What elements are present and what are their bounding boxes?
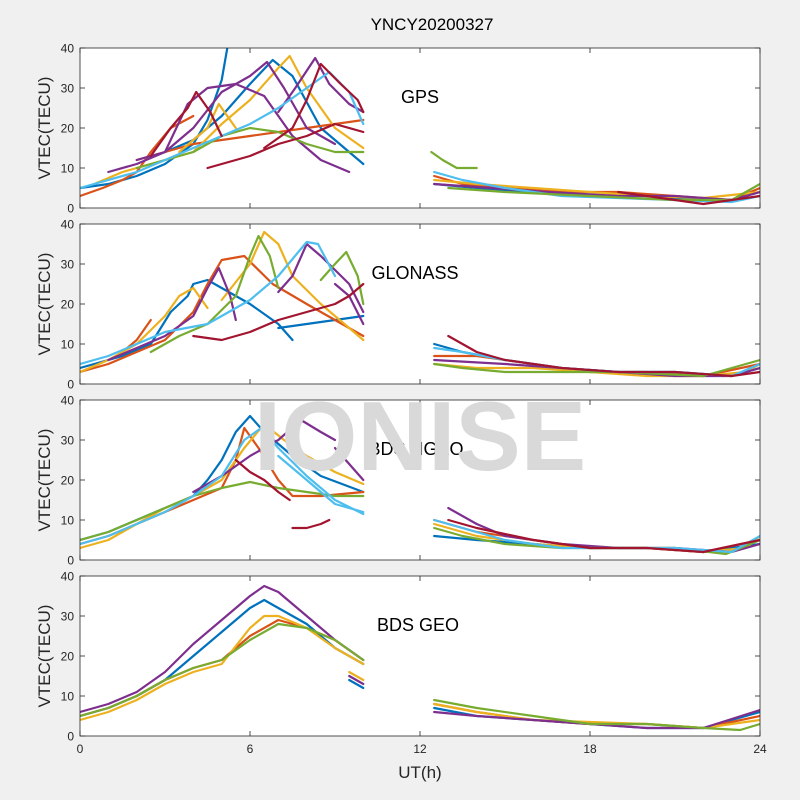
y-axis-label: VTEC(TECU) [35,253,54,356]
y-tick-label: 30 [61,258,75,272]
y-tick-label: 30 [61,82,75,96]
subplot-gps: 0 10 20 30 40 VTEC(TECU) GPS [35,42,761,216]
series-line-7 [348,674,365,686]
y-tick-label: 40 [61,394,75,408]
series-line-10 [149,234,280,354]
series-group [80,48,760,206]
series-line-8 [80,622,365,718]
y-tick-label: 0 [67,554,74,568]
series-line-7 [107,266,237,362]
y-tick-label: 0 [67,730,74,744]
series-line-20 [447,334,760,378]
series-line-13 [192,282,365,342]
y-tick-label: 20 [61,122,75,136]
subplot-bds-ngeo: 0 10 20 30 40 VTEC(TECU) BDS NGEO [35,394,761,568]
y-tick-label: 40 [61,218,75,232]
series-line-4 [135,118,365,162]
subplot-bds-geo: 0 10 20 30 40 0 6 12 18 24 VTEC(TECU) BDS GEO [35,570,767,757]
y-tick-label: 0 [67,378,74,392]
series-group [80,584,760,732]
plot-area [80,400,760,560]
series-line-6 [80,480,365,542]
series-group [80,230,760,378]
series-line-8 [277,454,365,514]
series-line-22 [617,190,760,206]
y-axis-label: VTEC(TECU) [35,429,54,532]
y-tick-label: 10 [61,690,75,704]
series-line-15 [263,62,365,150]
plot-area [80,224,760,384]
series-line-5 [333,446,365,482]
series-line-2 [348,678,365,690]
y-tick-label: 10 [61,338,75,352]
watermark: IONISE [254,381,586,491]
series-line-13 [433,698,760,732]
series-line-6 [220,230,365,342]
series-line-8 [277,242,365,314]
panel-label: BDS GEO [377,615,459,635]
y-axis-label: VTEC(TECU) [35,77,54,180]
series-line-13 [149,90,223,158]
series-line-8 [135,82,351,174]
x-tick-label: 18 [583,742,597,756]
panel-label: GPS [401,87,439,107]
series-line-4 [80,614,365,722]
y-tick-label: 40 [61,570,75,584]
chart-title: YNCY20200327 [371,15,494,34]
series-line-17 [447,518,760,554]
x-tick-label: 12 [413,742,427,756]
series-line-7 [80,426,365,546]
series-line-12 [80,240,337,366]
series-line-14 [206,122,365,170]
series-line-18 [433,358,760,378]
y-tick-label: 0 [67,202,74,216]
subplot-panels: 0 10 20 30 40 VTEC(TECU) GPS 0 10 20 30 40 VTEC(TECU… [35,42,767,757]
x-tick-label: 6 [247,742,254,756]
y-tick-label: 20 [61,650,75,664]
x-axis-label: UT(h) [398,763,441,782]
y-tick-label: 20 [61,474,75,488]
series-line-9 [277,56,365,114]
subplot-glonass: 0 10 20 30 40 VTEC(TECU) GLONASS [35,218,761,392]
y-axis-label: VTEC(TECU) [35,605,54,708]
y-tick-label: 30 [61,610,75,624]
series-line-10 [135,126,365,170]
x-tick-label: 24 [753,742,767,756]
y-tick-label: 40 [61,42,75,56]
y-tick-label: 10 [61,514,75,528]
series-line-5 [348,670,365,682]
x-tick-label: 0 [77,742,84,756]
series-line-10 [291,518,331,530]
series-line-6 [80,584,365,714]
series-line-11 [430,150,478,170]
series-line-21 [447,182,760,202]
y-tick-label: 30 [61,434,75,448]
panel-label: GLONASS [371,263,458,283]
series-line-9 [234,458,291,502]
series-line-3 [80,254,365,374]
y-tick-label: 10 [61,162,75,176]
plot-area [80,48,760,208]
series-line-1 [80,278,294,370]
series-group [80,414,760,556]
series-line-2 [277,314,365,330]
panel-label: BDS NGEO [368,439,463,459]
y-tick-label: 20 [61,298,75,312]
